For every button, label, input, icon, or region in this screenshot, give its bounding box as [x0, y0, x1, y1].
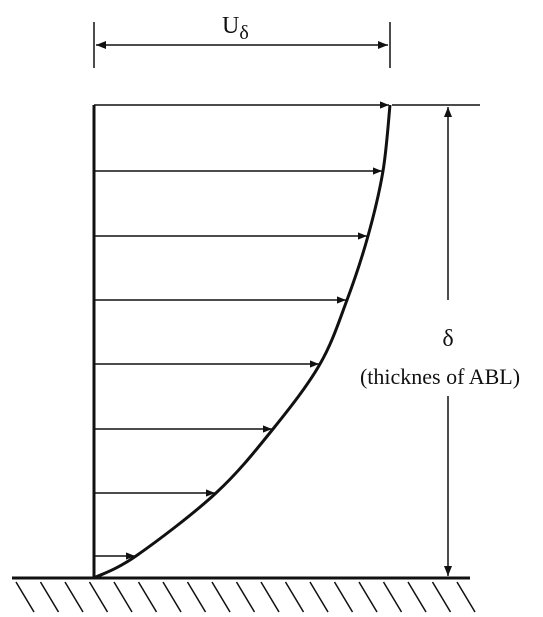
hatch-line	[15, 581, 35, 613]
ground-hatch	[15, 581, 476, 613]
hatch-line	[407, 581, 427, 613]
hatch-line	[186, 581, 207, 613]
velocity-profile	[93, 104, 392, 580]
hatch-line	[382, 581, 403, 613]
thickness-caption: (thicknes of ABL)	[360, 364, 520, 389]
thickness-symbol: δ	[442, 326, 453, 352]
hatch-line	[113, 581, 133, 613]
hatch-line	[456, 581, 476, 613]
hatch-line	[211, 581, 231, 613]
velocity-arrows	[94, 101, 389, 560]
hatch-line	[333, 581, 354, 613]
hatch-line	[309, 581, 329, 613]
velocity-subscript: δ	[239, 22, 248, 44]
hatch-line	[39, 581, 60, 613]
velocity-symbol: U	[222, 13, 239, 39]
velocity-label: Uδ	[222, 13, 249, 44]
hatch-line	[431, 581, 452, 613]
hatch-line	[88, 581, 109, 613]
hatch-line	[137, 581, 158, 613]
hatch-line	[235, 581, 256, 613]
hatch-line	[260, 581, 280, 613]
hatch-line	[358, 581, 378, 613]
hatch-line	[162, 581, 182, 613]
hatch-line	[64, 581, 84, 613]
hatch-line	[284, 581, 305, 613]
